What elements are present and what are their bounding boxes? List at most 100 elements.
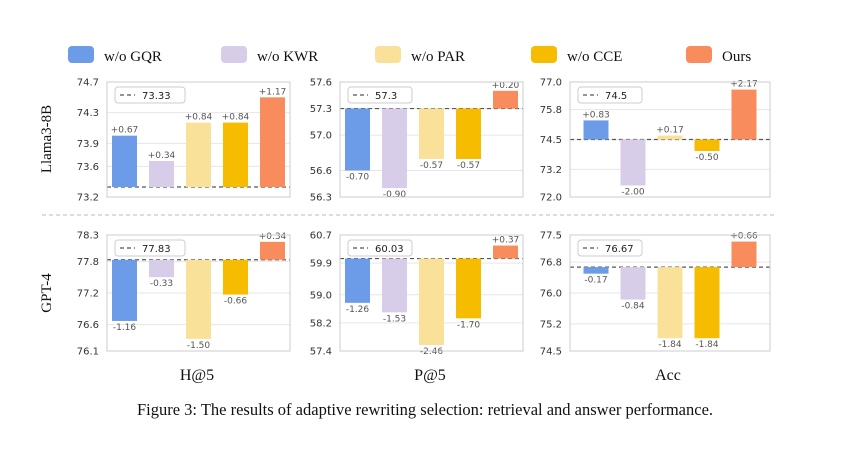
bar-value-label: -0.90 — [383, 190, 407, 200]
legend-item: Ours — [686, 46, 751, 65]
legend-label: w/o GQR — [104, 49, 162, 65]
y-tick-label: 56.3 — [310, 193, 332, 204]
bar-value-label: -1.84 — [658, 340, 682, 350]
bar — [493, 245, 518, 259]
bar — [149, 160, 174, 188]
bar — [657, 267, 683, 339]
y-tick-label: 75.8 — [540, 105, 562, 116]
baseline-legend-box — [577, 239, 643, 257]
y-tick-label: 57.6 — [310, 78, 332, 89]
chart-panel: 57.6 57.3 57.0 56.6 56.3 -0.70 -0.90 -0.57 -0.57… — [310, 78, 524, 204]
legend-label: w/o KWR — [257, 49, 318, 65]
bar — [731, 89, 757, 140]
baseline-legend-label: 74.5 — [605, 91, 627, 102]
bar-value-label: -1.16 — [113, 323, 137, 333]
legend-label: w/o PAR — [411, 49, 465, 65]
bar — [345, 108, 370, 171]
bar — [112, 135, 137, 188]
legend-swatch — [68, 46, 94, 63]
chart-panel: 77.0 75.8 74.5 73.2 72.0 +0.83 -2.00 +0.17 -0.50… — [540, 78, 771, 204]
y-tick-label: 58.2 — [310, 318, 332, 329]
plot-frame — [339, 234, 524, 352]
legend-item: w/o PAR — [375, 46, 465, 65]
legend-item: w/o KWR — [221, 46, 318, 65]
row-label: GPT-4 — [39, 273, 55, 313]
chart-panel: 60.7 59.9 59.0 58.2 57.4 -1.26 -1.53 -2.46 -1.70… — [310, 231, 524, 358]
bar-value-label: +1.17 — [259, 87, 287, 97]
y-tick-label: 74.5 — [540, 347, 562, 358]
bar-value-label: +2.17 — [730, 80, 758, 90]
column-label: Acc — [655, 367, 681, 384]
y-tick-label: 75.2 — [540, 319, 562, 330]
y-tick-label: 73.2 — [540, 165, 562, 176]
bar — [223, 259, 248, 295]
bar-value-label: -0.17 — [584, 276, 607, 286]
y-tick-label: 74.3 — [77, 108, 99, 119]
y-tick-label: 74.7 — [77, 78, 99, 89]
y-tick-label: 77.8 — [77, 257, 99, 268]
bar — [620, 267, 646, 300]
baseline-legend-box — [347, 86, 413, 104]
bar-value-label: -0.57 — [420, 161, 443, 171]
y-tick-label: 76.1 — [77, 347, 99, 358]
bar-value-label: -0.33 — [150, 279, 173, 289]
baseline-legend-box — [114, 239, 186, 257]
bar — [149, 259, 174, 278]
bar-value-label: -2.46 — [420, 347, 444, 357]
bar-value-label: -0.70 — [346, 172, 370, 182]
bar — [456, 258, 481, 319]
bar — [382, 108, 407, 189]
plot-frame — [106, 234, 291, 352]
plot-frame — [339, 81, 524, 198]
bar — [731, 241, 757, 268]
bar — [419, 258, 444, 346]
baseline-legend-label: 57.3 — [375, 91, 397, 102]
row-label: Llama3-8B — [39, 105, 55, 173]
figure-caption: Figure 3: The results of adaptive rewrit… — [137, 400, 713, 419]
bar-value-label: -1.70 — [457, 320, 481, 330]
legend-swatch — [686, 46, 712, 63]
bar-value-label: +0.34 — [148, 151, 176, 161]
bar-value-label: +0.66 — [730, 232, 758, 242]
bar — [382, 258, 407, 313]
column-label: P@5 — [414, 367, 446, 384]
bar-value-label: +0.83 — [582, 110, 610, 120]
baseline-legend-box — [347, 239, 413, 257]
y-tick-label: 78.3 — [77, 231, 99, 242]
bar — [223, 122, 248, 188]
legend-swatch — [531, 46, 557, 63]
bar — [186, 259, 211, 339]
legend: w/o GQR w/o KWR w/o PAR w/o CCE Ours — [68, 46, 751, 65]
y-tick-label: 57.0 — [310, 131, 332, 142]
y-tick-label: 57.4 — [310, 347, 332, 358]
bar-value-label: -2.00 — [621, 188, 645, 198]
bar — [186, 122, 211, 188]
baseline-legend-label: 77.83 — [142, 244, 171, 255]
bar-value-label: -1.53 — [383, 314, 406, 324]
legend-item: w/o CCE — [531, 46, 622, 65]
baseline-legend-box — [577, 86, 643, 104]
bar-value-label: -1.84 — [695, 340, 719, 350]
bar — [112, 259, 137, 321]
chart-panel: 78.3 77.8 77.2 76.6 76.1 -1.16 -0.33 -1.50 -0.66… — [77, 231, 291, 358]
legend-swatch — [375, 46, 401, 63]
y-tick-label: 59.0 — [310, 290, 332, 301]
y-tick-label: 74.5 — [540, 135, 562, 146]
y-tick-label: 72.0 — [540, 193, 562, 204]
bar — [657, 135, 683, 140]
bar — [493, 90, 518, 109]
bar-value-label: +0.67 — [111, 126, 139, 136]
bar-value-label: -0.57 — [457, 161, 480, 171]
y-tick-label: 56.6 — [310, 166, 332, 177]
plot-frame — [569, 81, 771, 198]
plot-frame — [106, 81, 291, 198]
y-tick-label: 76.6 — [77, 320, 99, 331]
plot-frame — [569, 234, 771, 352]
bar — [260, 241, 285, 260]
legend-label: w/o CCE — [567, 49, 622, 65]
y-tick-label: 60.7 — [310, 231, 332, 242]
chart-panel: 74.7 74.3 73.9 73.6 73.2 +0.67 +0.34 +0.84 +0.84… — [77, 78, 291, 204]
bar-value-label: +0.17 — [656, 126, 684, 136]
y-tick-label: 73.2 — [77, 193, 99, 204]
